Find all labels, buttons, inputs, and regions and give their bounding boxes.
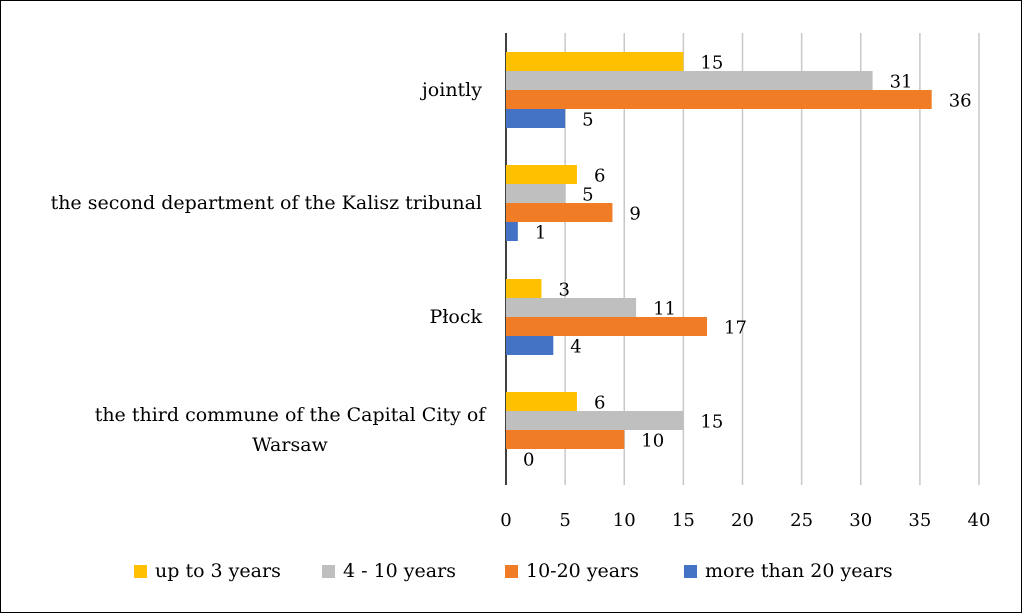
bar bbox=[506, 184, 566, 203]
category-label: Płock bbox=[429, 306, 482, 328]
data-label: 0 bbox=[523, 450, 534, 471]
x-tick-label: 40 bbox=[968, 510, 991, 531]
legend: up to 3 years 4 - 10 years 10-20 years more… bbox=[0, 560, 1024, 590]
x-tick-label: 15 bbox=[672, 510, 695, 531]
data-label: 3 bbox=[558, 280, 569, 301]
bar bbox=[506, 109, 566, 128]
legend-swatch bbox=[684, 564, 697, 578]
legend-item: 4 - 10 years bbox=[322, 560, 456, 582]
legend-label: 4 - 10 years bbox=[343, 560, 456, 582]
data-label: 9 bbox=[629, 204, 640, 225]
bar bbox=[506, 392, 577, 411]
bar bbox=[506, 279, 542, 298]
x-tick-label: 20 bbox=[731, 510, 754, 531]
x-tick-label: 35 bbox=[908, 510, 931, 531]
bar bbox=[506, 430, 625, 449]
bar bbox=[506, 90, 932, 109]
bar bbox=[506, 165, 577, 184]
legend-swatch bbox=[505, 564, 518, 578]
legend-label: 10-20 years bbox=[526, 560, 639, 582]
data-label: 11 bbox=[653, 299, 676, 320]
legend-swatch bbox=[134, 564, 147, 578]
x-tick-label: 10 bbox=[613, 510, 636, 531]
data-label: 15 bbox=[700, 412, 723, 433]
bar bbox=[506, 52, 684, 71]
data-label: 1 bbox=[535, 223, 546, 244]
legend-label: up to 3 years bbox=[155, 560, 281, 582]
data-label: 4 bbox=[570, 337, 581, 358]
data-label: 36 bbox=[949, 91, 972, 112]
bar bbox=[506, 222, 518, 241]
bar bbox=[506, 336, 554, 355]
legend-item: up to 3 years bbox=[134, 560, 281, 582]
data-label: 15 bbox=[700, 53, 723, 74]
category-label: the third commune of the Capital City of… bbox=[94, 404, 486, 456]
bar bbox=[506, 411, 684, 430]
x-tick-label: 0 bbox=[500, 510, 511, 531]
bar bbox=[506, 298, 637, 317]
data-label: 5 bbox=[582, 110, 593, 131]
legend-label: more than 20 years bbox=[705, 560, 893, 582]
data-label: 17 bbox=[724, 318, 747, 339]
bar bbox=[506, 317, 708, 336]
legend-swatch bbox=[322, 564, 335, 578]
data-label: 6 bbox=[594, 393, 605, 414]
legend-item: 10-20 years bbox=[505, 560, 639, 582]
data-label: 31 bbox=[890, 72, 913, 93]
data-label: 6 bbox=[594, 166, 605, 187]
x-tick-label: 30 bbox=[849, 510, 872, 531]
category-label: the second department of the Kalisz trib… bbox=[50, 192, 482, 214]
legend-item: more than 20 years bbox=[684, 560, 893, 582]
bar bbox=[506, 203, 613, 222]
x-tick-label: 25 bbox=[790, 510, 813, 531]
category-label: jointly bbox=[421, 79, 482, 101]
x-tick-label: 5 bbox=[559, 510, 570, 531]
bar bbox=[506, 71, 873, 90]
data-label: 10 bbox=[641, 431, 664, 452]
data-label: 5 bbox=[582, 185, 593, 206]
